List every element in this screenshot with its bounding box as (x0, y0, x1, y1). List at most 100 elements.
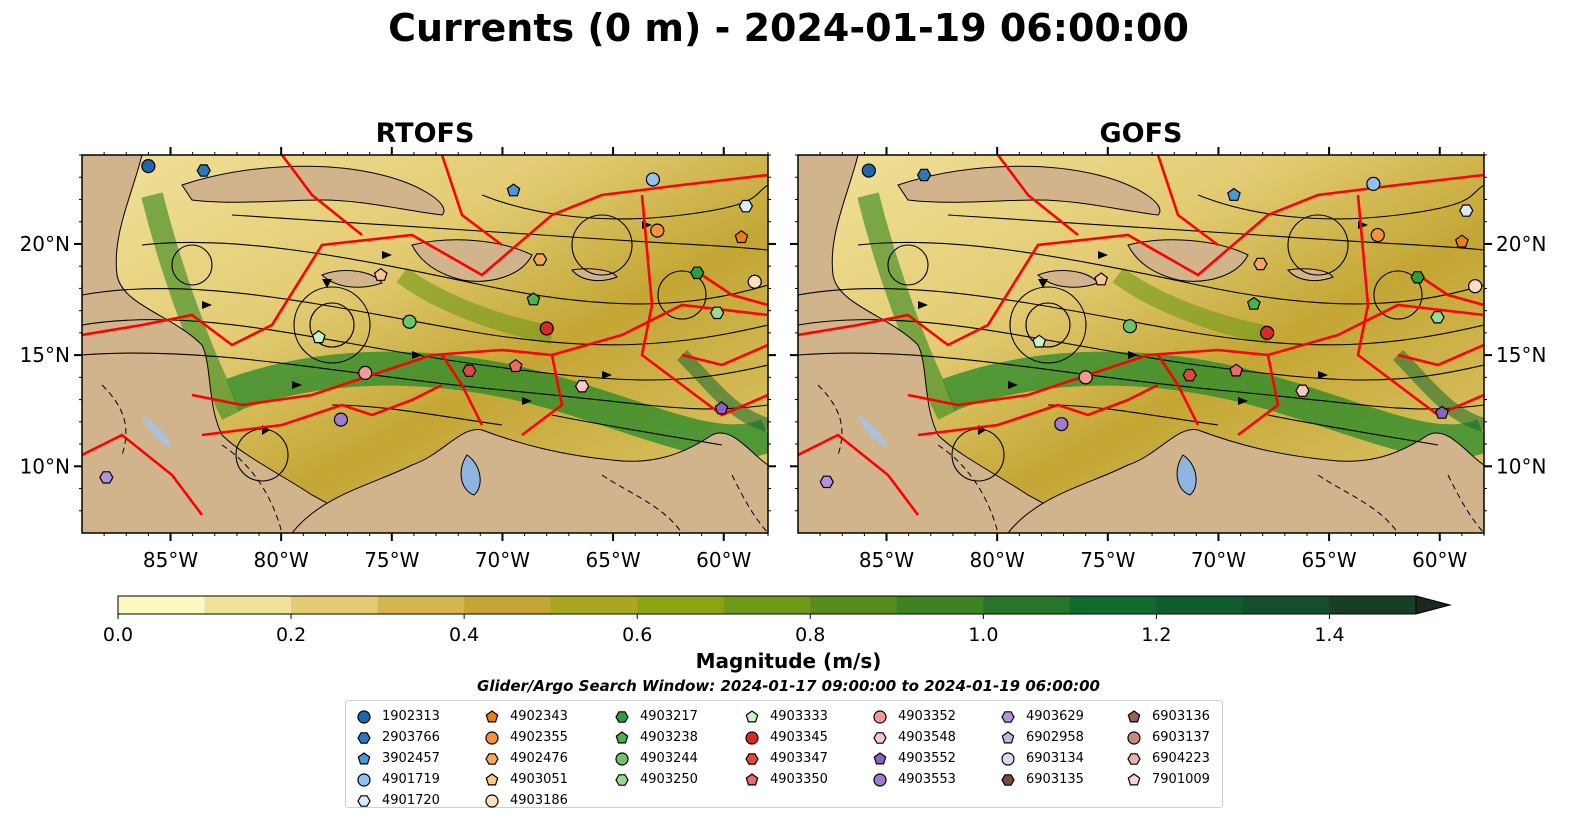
float-marker (1410, 271, 1425, 284)
legend-marker-circle (357, 772, 371, 787)
legend-label: 4903186 (510, 793, 568, 808)
legend-marker-hexagon (615, 710, 629, 723)
legend-marker-pentagon (745, 709, 759, 722)
float-marker (1246, 296, 1261, 310)
lat-tick-label: 15°N (20, 343, 70, 367)
legend-label: 7901009 (1152, 772, 1210, 787)
legend-label: 3902457 (382, 751, 440, 766)
legend-label: 4903217 (640, 709, 698, 724)
legend-entry: 4903244 (614, 748, 698, 769)
colorbar-tick-label: 1.4 (1314, 624, 1344, 646)
float-marker (373, 267, 388, 281)
legend-entry: 4903238 (614, 727, 698, 748)
legend-entry: 4903051 (484, 769, 568, 790)
float-marker (462, 364, 477, 377)
colorbar-bin (983, 596, 1071, 614)
float-marker (506, 183, 521, 197)
float-marker (1468, 279, 1483, 294)
legend-label: 4902355 (510, 730, 568, 745)
legend-entry: 4903345 (744, 727, 828, 748)
legend-marker-pentagon (873, 751, 887, 764)
float-marker (1260, 325, 1275, 340)
float-marker (539, 321, 554, 336)
legend-marker-pentagon (1127, 772, 1141, 785)
legend-marker-hexagon (615, 773, 629, 786)
colorbar-bin (810, 596, 898, 614)
legend-marker-pentagon (1127, 709, 1141, 722)
legend-entry: 4903553 (872, 769, 956, 790)
colorbar-bin (1329, 596, 1417, 614)
legend-label: 4903347 (770, 751, 828, 766)
search-window-text: Glider/Argo Search Window: 2024-01-17 09… (477, 677, 1100, 695)
legend-marker-circle (485, 730, 499, 745)
legend-entry: 6902958 (1000, 727, 1084, 748)
float-marker (99, 471, 114, 484)
colorbar-bin (637, 596, 725, 614)
lon-tick-label: 60°W (1412, 548, 1467, 572)
legend-marker-circle (357, 709, 371, 724)
lat-tick-label: 10°N (1496, 454, 1546, 478)
legend-label: 4902343 (510, 709, 568, 724)
float-marker (690, 266, 705, 280)
legend-entry: 4903548 (872, 727, 956, 748)
legend-entry: 4903250 (614, 769, 698, 790)
lon-tick-label: 70°W (1191, 548, 1246, 572)
lon-tick-label: 65°W (585, 548, 640, 572)
legend-label: 2903766 (382, 730, 440, 745)
float-marker (526, 292, 541, 306)
legend-label: 4902476 (510, 751, 568, 766)
legend-marker-pentagon (485, 709, 499, 722)
lon-tick-label: 75°W (364, 548, 419, 572)
colorbar-tick-label: 0.6 (622, 624, 652, 646)
legend-label: 6902958 (1026, 730, 1084, 745)
float-marker (1366, 176, 1381, 192)
colorbar-tick-label: 1.0 (968, 624, 998, 646)
panel-title-rtofs: RTOFS (375, 118, 475, 149)
legend-marker-pentagon (357, 751, 371, 764)
float-marker (1227, 187, 1241, 201)
legend-entry: 4903350 (744, 769, 828, 790)
legend-label: 6903134 (1026, 751, 1084, 766)
legend-entry: 4901719 (356, 769, 440, 790)
legend-entry: 2903766 (356, 727, 440, 748)
legend-label: 4901720 (382, 793, 440, 808)
legend-entry: 4902355 (484, 727, 568, 748)
legend-marker-circle (615, 751, 629, 766)
legend-marker-circle (485, 793, 499, 808)
legend-marker-hexagon (745, 752, 759, 765)
legend-label: 4903051 (510, 772, 568, 787)
float-marker (1229, 363, 1244, 377)
colorbar: 0.0 0.2 0.4 0.6 0.8 1.0 1.2 1.4 (103, 595, 1452, 646)
float-marker (508, 358, 523, 373)
float-marker (574, 380, 590, 393)
legend-entry: 4903347 (744, 748, 828, 769)
float-marker (645, 172, 661, 187)
float-marker (141, 159, 156, 174)
colorbar-bin (1156, 596, 1244, 614)
legend-label: 6904223 (1152, 751, 1210, 766)
colorbar-bin (291, 596, 379, 614)
lon-tick-label: 70°W (475, 548, 530, 572)
legend-label: 4903552 (898, 751, 956, 766)
float-marker (1182, 368, 1197, 382)
colorbar-bin (118, 596, 206, 614)
map-panel-gofs (798, 155, 1484, 533)
legend-marker-hexagon (357, 794, 371, 807)
legend-marker-circle (1127, 730, 1141, 745)
legend-entry: 4901720 (356, 790, 440, 811)
lon-tick-label: 85°W (859, 548, 914, 572)
float-marker (1054, 416, 1069, 432)
map-panel-rtofs (82, 155, 768, 533)
float-marker (1430, 311, 1445, 324)
legend-entry: 6903137 (1126, 727, 1210, 748)
float-marker (861, 163, 876, 178)
panel-title-gofs: GOFS (1099, 118, 1183, 149)
legend-entry: 4903333 (744, 706, 828, 727)
float-marker (1253, 257, 1268, 271)
lon-tick-label: 80°W (254, 548, 309, 572)
legend: 1902313 2903766 3902457 4901719 4901720 49023… (345, 700, 1223, 808)
legend-label: 4903345 (770, 730, 828, 745)
lat-tick-label: 20°N (20, 232, 70, 256)
legend-marker-pentagon (615, 730, 629, 743)
